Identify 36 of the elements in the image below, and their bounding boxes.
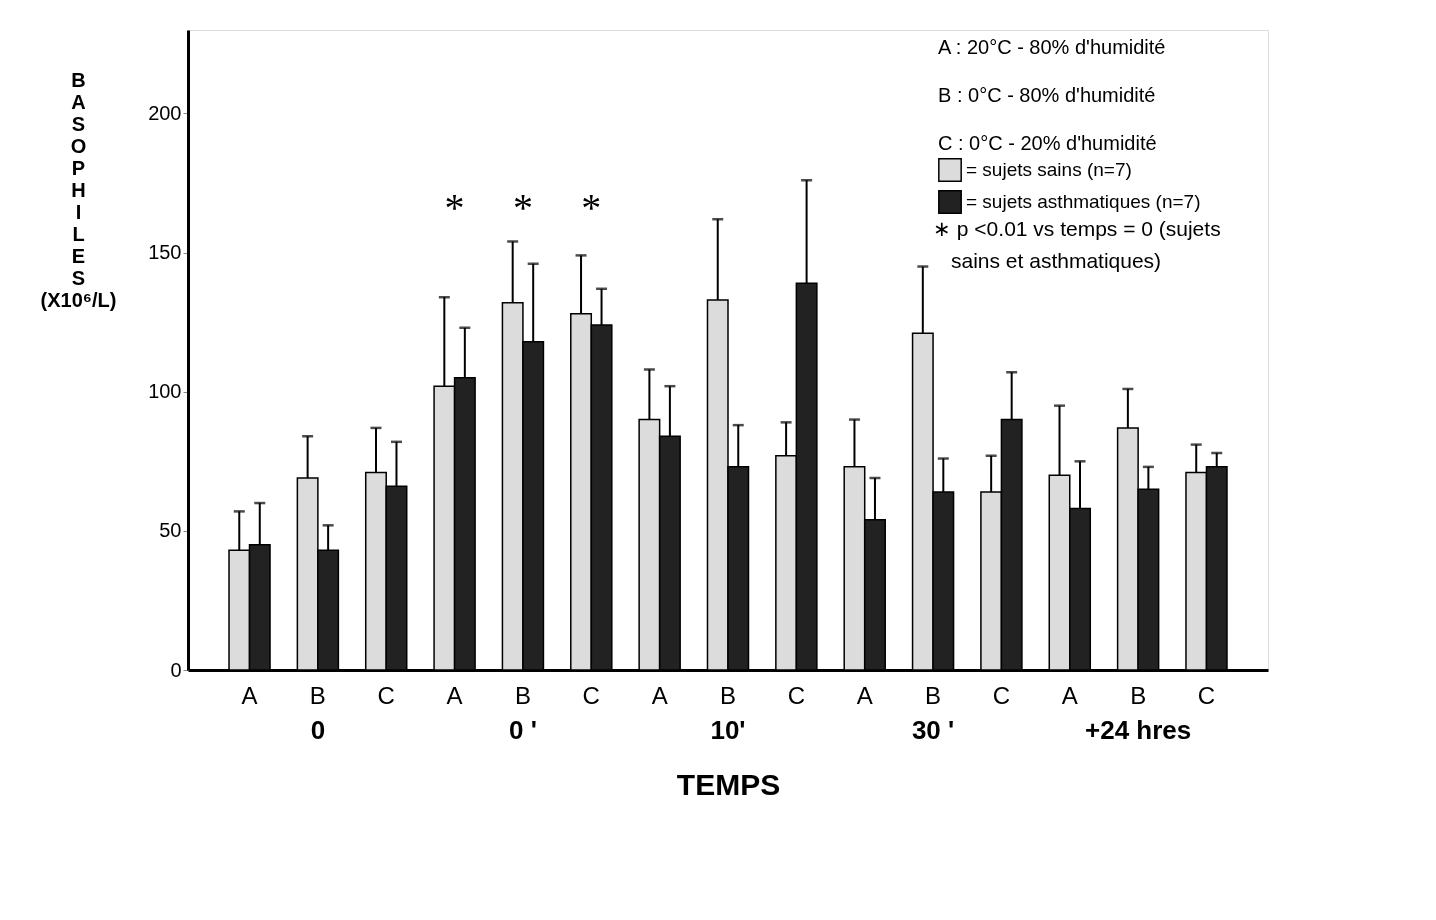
annotation: B : 0°C - 80% d'humidité	[938, 84, 1156, 106]
text: +24 hres	[1085, 715, 1192, 745]
x-tick-label: C	[787, 681, 806, 709]
text: 30 '	[911, 715, 955, 745]
y-tick-label: 0	[170, 658, 182, 681]
text: 10'	[710, 715, 746, 745]
y-tick-label: 150	[148, 241, 182, 264]
x-tick-label: B	[514, 681, 531, 709]
annotation: C : 0°C - 20% d'humidité	[938, 132, 1157, 154]
x-tick-label: A	[651, 681, 668, 709]
x-tick-label: A	[856, 681, 873, 709]
text: 0 '	[509, 715, 537, 745]
annotation: *	[581, 185, 602, 231]
x-tick-label: B	[1130, 681, 1147, 709]
y-tick-label: 100	[148, 380, 182, 403]
x-tick-label: B	[309, 681, 326, 709]
x-tick-label: C	[1197, 681, 1216, 709]
x-axis-title: TEMPS	[676, 767, 781, 801]
x-tick-label: B	[925, 681, 942, 709]
x-tick-label: C	[582, 681, 600, 709]
legend-label: = sujets asthmatiques (n=7)	[966, 191, 1201, 212]
y-tick-label: 50	[159, 519, 182, 542]
x-tick-label: C	[992, 681, 1011, 709]
text: BASOPHILES (X10⁶/L)	[40, 68, 117, 311]
annotation: ∗ p <0.01 vs temps = 0 (sujets sains et asthmatiques)	[933, 217, 1221, 272]
annotation: *	[512, 185, 533, 231]
x-tick-label: A	[446, 681, 463, 709]
text: 0	[310, 715, 326, 745]
x-tick-label: A	[241, 681, 258, 709]
x-tick-label: B	[719, 681, 737, 709]
y-tick-label: 200	[148, 101, 182, 124]
x-tick-label: A	[1061, 681, 1078, 709]
annotation: *	[444, 185, 465, 231]
x-tick-label: C	[377, 681, 395, 709]
annotation: A : 20°C - 80% d'humidité	[938, 36, 1166, 58]
legend-label: = sujets sains (n=7)	[966, 159, 1132, 180]
